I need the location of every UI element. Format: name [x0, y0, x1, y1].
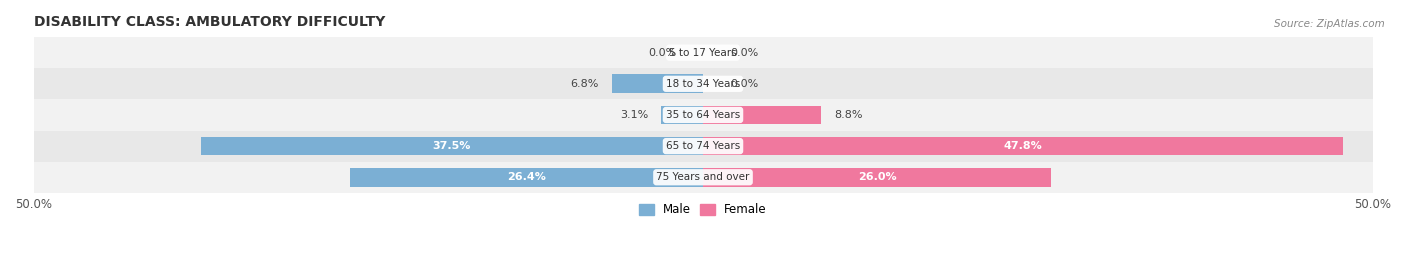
Bar [201, 137, 703, 155]
Bar [612, 75, 703, 93]
Legend: Male, Female: Male, Female [634, 199, 772, 221]
Text: Source: ZipAtlas.com: Source: ZipAtlas.com [1274, 19, 1385, 29]
Bar [703, 168, 1052, 187]
Bar [350, 168, 703, 187]
Text: 0.0%: 0.0% [730, 79, 758, 89]
Text: 65 to 74 Years: 65 to 74 Years [666, 141, 740, 151]
Text: 75 Years and over: 75 Years and over [657, 172, 749, 182]
Text: 8.8%: 8.8% [834, 110, 863, 120]
Bar [34, 162, 1372, 193]
Text: 47.8%: 47.8% [1004, 141, 1042, 151]
Bar [34, 37, 1372, 68]
Text: 3.1%: 3.1% [620, 110, 648, 120]
Text: DISABILITY CLASS: AMBULATORY DIFFICULTY: DISABILITY CLASS: AMBULATORY DIFFICULTY [34, 15, 385, 29]
Text: 0.0%: 0.0% [648, 48, 676, 58]
Bar [703, 106, 821, 124]
Bar [34, 99, 1372, 130]
Text: 26.0%: 26.0% [858, 172, 897, 182]
Text: 0.0%: 0.0% [730, 48, 758, 58]
Bar [703, 137, 1343, 155]
Text: 18 to 34 Years: 18 to 34 Years [666, 79, 740, 89]
Bar [661, 106, 703, 124]
Text: 26.4%: 26.4% [506, 172, 546, 182]
Bar [34, 68, 1372, 99]
Text: 35 to 64 Years: 35 to 64 Years [666, 110, 740, 120]
Text: 5 to 17 Years: 5 to 17 Years [669, 48, 737, 58]
Bar [34, 130, 1372, 162]
Text: 6.8%: 6.8% [571, 79, 599, 89]
Text: 37.5%: 37.5% [433, 141, 471, 151]
